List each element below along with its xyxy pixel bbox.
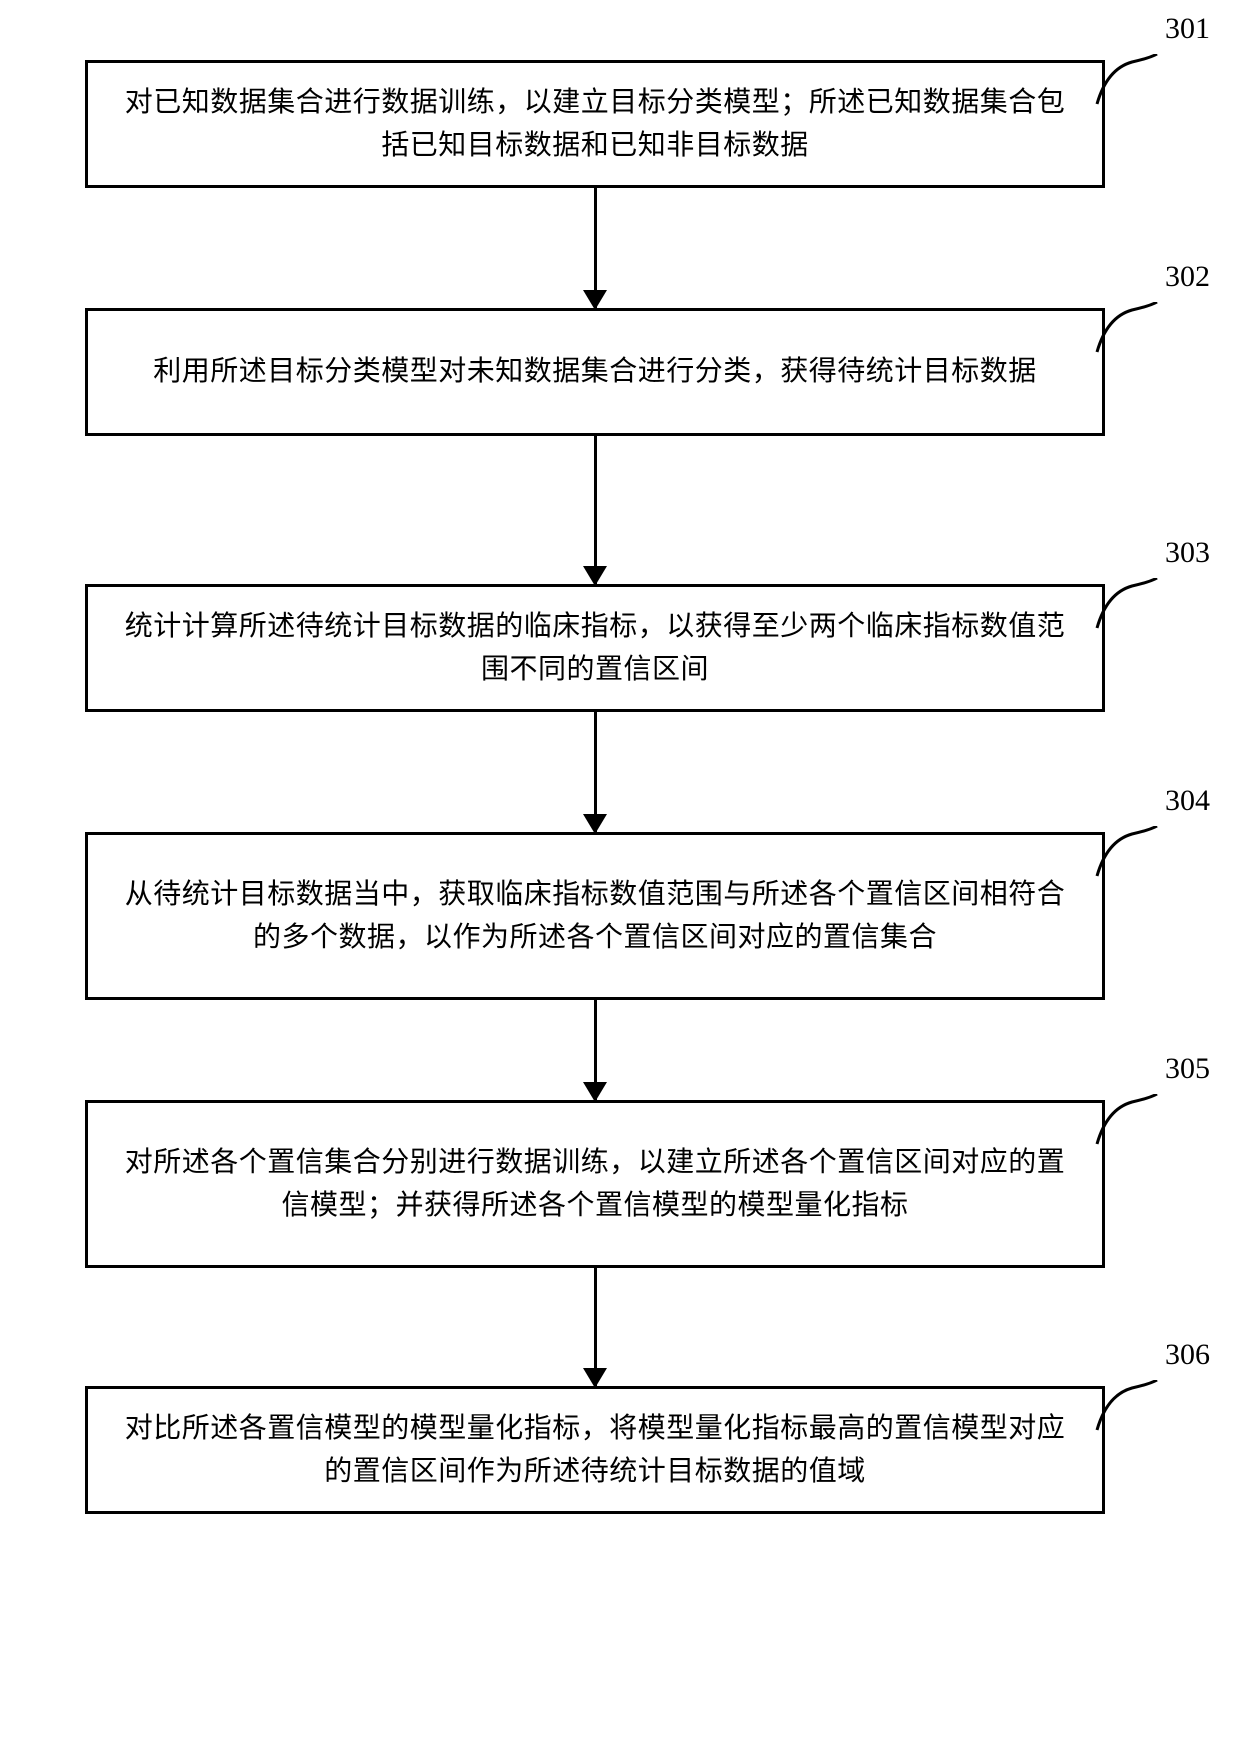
step-305-box: 对所述各个置信集合分别进行数据训练，以建立所述各个置信区间对应的置信模型；并获得… (85, 1100, 1105, 1268)
label-curve-306 (1092, 1380, 1162, 1435)
label-text: 304 (1165, 784, 1210, 817)
label-text: 305 (1165, 1052, 1210, 1085)
label-curve-302 (1092, 302, 1162, 357)
step-306-box: 对比所述各置信模型的模型量化指标，将模型量化指标最高的置信模型对应的置信区间作为… (85, 1386, 1105, 1514)
arrow-head (583, 1082, 607, 1102)
label-text: 303 (1165, 536, 1210, 569)
label-text: 302 (1165, 260, 1210, 293)
step-305-label: 305 (1165, 1052, 1210, 1086)
step-301-label: 301 (1165, 12, 1210, 46)
label-curve-301 (1092, 54, 1162, 109)
step-305-text: 对所述各个置信集合分别进行数据训练，以建立所述各个置信区间对应的置信模型；并获得… (116, 1141, 1074, 1228)
flowchart-container: 301 对已知数据集合进行数据训练，以建立目标分类模型；所述已知数据集合包括已知… (0, 0, 1240, 1514)
step-304-text: 从待统计目标数据当中，获取临床指标数值范围与所述各个置信区间相符合的多个数据，以… (116, 873, 1074, 960)
step-304-box: 从待统计目标数据当中，获取临床指标数值范围与所述各个置信区间相符合的多个数据，以… (85, 832, 1105, 1000)
arrow-304-305 (85, 1000, 1105, 1100)
step-302-text: 利用所述目标分类模型对未知数据集合进行分类，获得待统计目标数据 (153, 350, 1037, 393)
step-303-box: 统计计算所述待统计目标数据的临床指标，以获得至少两个临床指标数值范围不同的置信区… (85, 584, 1105, 712)
step-302-box: 利用所述目标分类模型对未知数据集合进行分类，获得待统计目标数据 (85, 308, 1105, 436)
step-302-container: 302 利用所述目标分类模型对未知数据集合进行分类，获得待统计目标数据 (0, 308, 1240, 436)
arrow-head (583, 1368, 607, 1388)
arrow-302-303 (85, 436, 1105, 584)
step-301-text: 对已知数据集合进行数据训练，以建立目标分类模型；所述已知数据集合包括已知目标数据… (116, 81, 1074, 168)
label-text: 301 (1165, 12, 1210, 45)
step-306-label: 306 (1165, 1338, 1210, 1372)
label-curve-305 (1092, 1094, 1162, 1149)
label-text: 306 (1165, 1338, 1210, 1371)
arrow-head (583, 566, 607, 586)
arrow-head (583, 814, 607, 834)
step-304-label: 304 (1165, 784, 1210, 818)
arrow-line (594, 436, 597, 584)
step-303-text: 统计计算所述待统计目标数据的临床指标，以获得至少两个临床指标数值范围不同的置信区… (116, 605, 1074, 692)
arrow-301-302 (85, 188, 1105, 308)
label-curve-304 (1092, 826, 1162, 881)
label-curve-303 (1092, 578, 1162, 633)
arrow-303-304 (85, 712, 1105, 832)
arrow-head (583, 290, 607, 310)
step-306-text: 对比所述各置信模型的模型量化指标，将模型量化指标最高的置信模型对应的置信区间作为… (116, 1407, 1074, 1494)
step-305-container: 305 对所述各个置信集合分别进行数据训练，以建立所述各个置信区间对应的置信模型… (0, 1100, 1240, 1268)
step-303-label: 303 (1165, 536, 1210, 570)
step-303-container: 303 统计计算所述待统计目标数据的临床指标，以获得至少两个临床指标数值范围不同… (0, 584, 1240, 712)
step-301-container: 301 对已知数据集合进行数据训练，以建立目标分类模型；所述已知数据集合包括已知… (0, 60, 1240, 188)
step-301-box: 对已知数据集合进行数据训练，以建立目标分类模型；所述已知数据集合包括已知目标数据… (85, 60, 1105, 188)
step-306-container: 306 对比所述各置信模型的模型量化指标，将模型量化指标最高的置信模型对应的置信… (0, 1386, 1240, 1514)
arrow-305-306 (85, 1268, 1105, 1386)
step-302-label: 302 (1165, 260, 1210, 294)
step-304-container: 304 从待统计目标数据当中，获取临床指标数值范围与所述各个置信区间相符合的多个… (0, 832, 1240, 1000)
